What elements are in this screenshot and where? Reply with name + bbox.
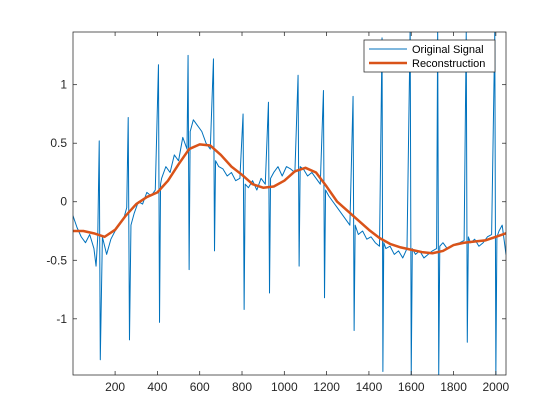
axes-box — [72, 31, 507, 376]
x-tick-label: 400 — [147, 380, 167, 394]
legend: Original Signal Reconstruction — [363, 39, 496, 73]
x-tick-label: 800 — [232, 380, 252, 394]
series-layer — [73, 32, 506, 375]
axes-layer: 200 400 600 800 1000 1200 1400 1600 1800 2000 -1 -0… — [46, 31, 510, 394]
x-tick-label: 2000 — [482, 380, 509, 394]
series-line-reconstruction — [73, 143, 506, 255]
legend-label-original-signal: Original Signal — [412, 44, 484, 56]
plot-area — [73, 32, 506, 375]
x-tick-label: 1000 — [271, 380, 298, 394]
x-tick-label: 1800 — [440, 380, 467, 394]
y-tick-label: -1 — [56, 312, 67, 326]
x-tick-label: 200 — [105, 380, 125, 394]
series-line-original-signal — [73, 32, 506, 375]
x-tick-label: 600 — [190, 380, 210, 394]
y-tick-label: 0 — [60, 195, 67, 209]
legend-box — [363, 39, 496, 73]
x-tick-label: 1200 — [313, 380, 340, 394]
y-tick-label: 0.5 — [50, 136, 67, 150]
legend-label-reconstruction: Reconstruction — [412, 58, 485, 70]
x-tick-label: 1600 — [398, 380, 425, 394]
y-tick-label: -0.5 — [46, 253, 67, 267]
x-tick-label: 1400 — [356, 380, 383, 394]
y-tick-label: 1 — [60, 78, 67, 92]
